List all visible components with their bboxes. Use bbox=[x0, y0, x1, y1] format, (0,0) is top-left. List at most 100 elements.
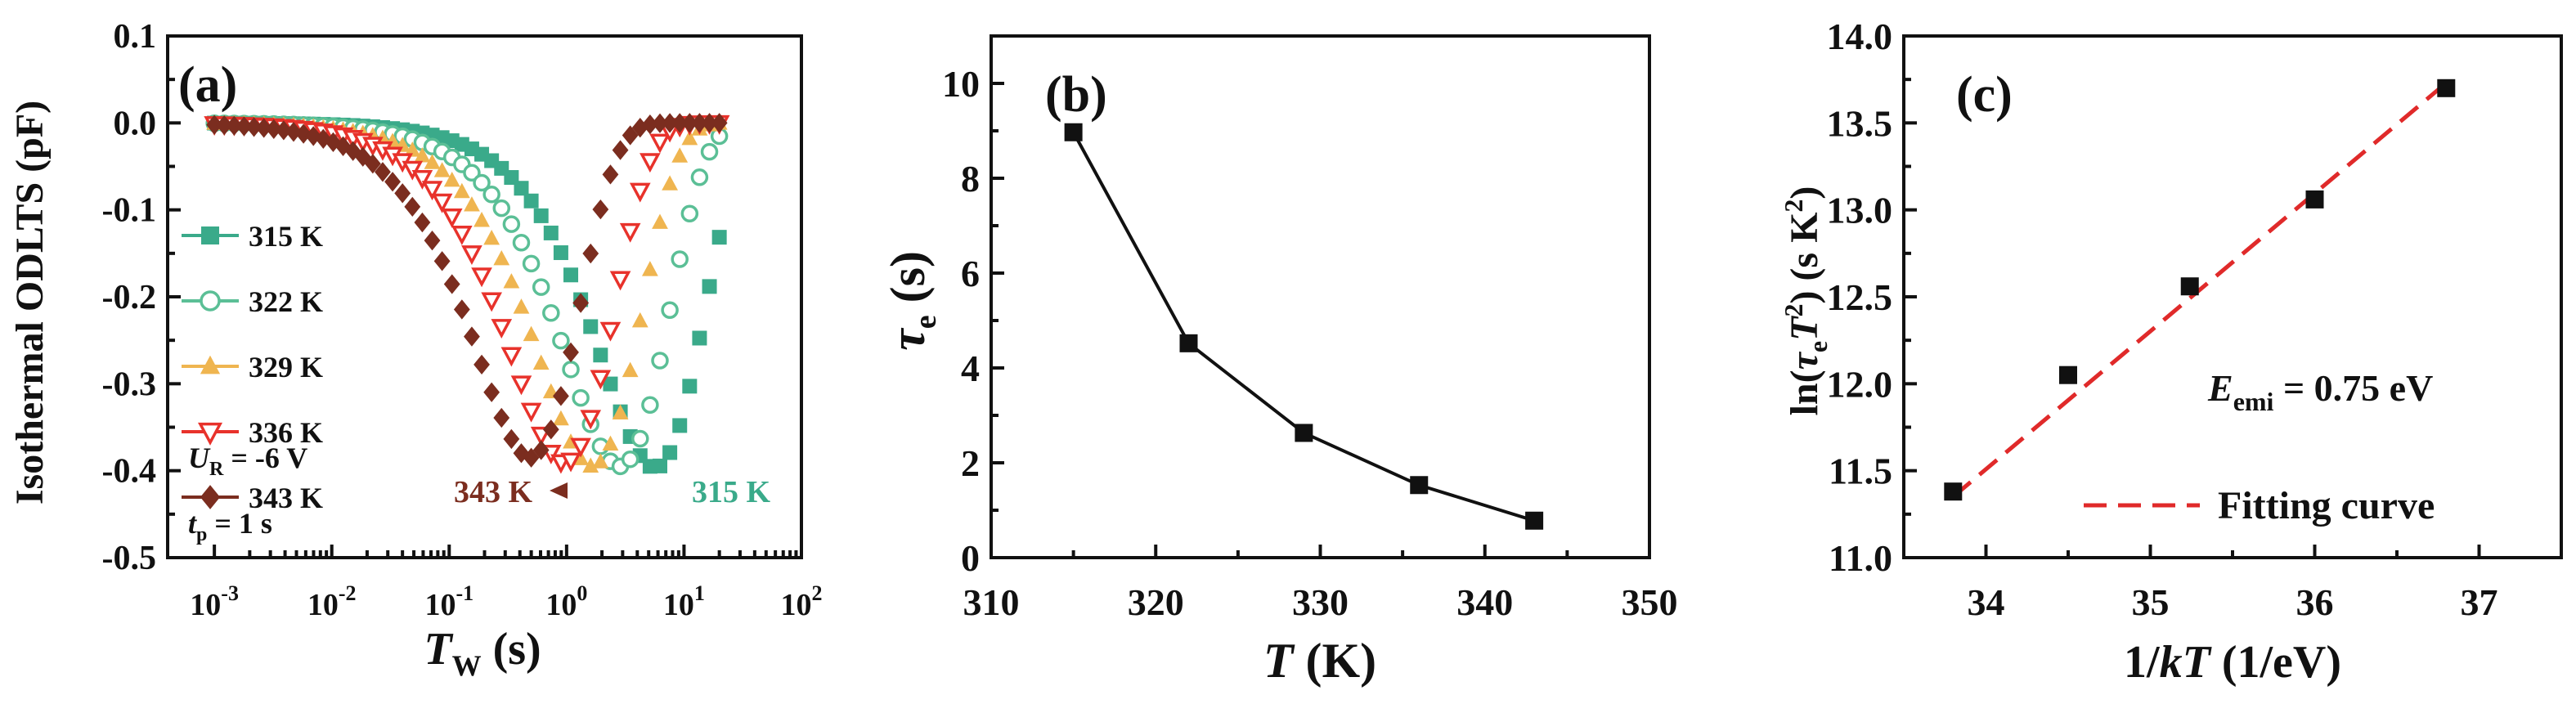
panel-b-point bbox=[1179, 334, 1198, 352]
panel-a-point bbox=[453, 182, 470, 199]
panel-b-ylabel: τe (s) bbox=[881, 251, 943, 351]
panel-a-point bbox=[404, 141, 421, 157]
panel-a-ytick-label: 0.0 bbox=[114, 105, 157, 142]
panel-a-point bbox=[473, 354, 490, 375]
panel-a-point bbox=[641, 396, 659, 415]
panel-a-legend-label: 322 K bbox=[249, 285, 323, 318]
panel-a-point bbox=[612, 404, 629, 420]
panel-c-xtick-label: 35 bbox=[2132, 581, 2170, 623]
panel-a-point bbox=[502, 215, 521, 233]
panel-a-point bbox=[443, 171, 460, 187]
panel-a-legend-marker bbox=[200, 290, 221, 312]
panel-a-ylabel: Isothermal ODLTS (pF) bbox=[8, 101, 52, 504]
panel-a-point bbox=[553, 245, 568, 261]
panel-a-point bbox=[602, 435, 619, 451]
panel-a-xtick-label: 10-1 bbox=[424, 581, 473, 622]
panel-a-ticks bbox=[168, 34, 803, 559]
panel-a-point bbox=[672, 418, 688, 433]
panel-a-point bbox=[580, 410, 602, 430]
panel-c-xlabel: 1/kT (1/eV) bbox=[2124, 637, 2341, 688]
panel-a-point bbox=[593, 348, 608, 363]
panel-a-xtick-base: 10 bbox=[663, 588, 694, 622]
panel-a-xlabel-unit: (s) bbox=[482, 624, 541, 675]
panel-b-xtick-label: 320 bbox=[1128, 581, 1184, 623]
panel-b-point bbox=[1295, 424, 1313, 442]
panel-a-point bbox=[599, 321, 622, 342]
panel-a-pulse-annotation: tp = 1 s bbox=[188, 507, 272, 545]
panel-a-series-group bbox=[204, 113, 730, 476]
panel-c-ylabel-tau: τ bbox=[1783, 351, 1826, 370]
panel-c-point bbox=[2059, 365, 2077, 384]
panel-a-point bbox=[414, 147, 431, 163]
panel-a-ytick-label: -0.1 bbox=[102, 192, 157, 230]
panel-a-point bbox=[245, 117, 263, 137]
panel-a-point bbox=[603, 376, 618, 392]
panel-a-point bbox=[295, 123, 312, 144]
panel-a-point bbox=[662, 175, 679, 191]
panel-b-label: (b) bbox=[1045, 67, 1107, 123]
panel-c-point bbox=[2305, 190, 2324, 209]
panel-a-point bbox=[592, 199, 609, 220]
panel-b-ytick-label: 4 bbox=[961, 348, 980, 389]
panel-c-energy-main: E bbox=[2207, 367, 2233, 409]
panel-b-tick-labels: 310 320 330 340 350 0 2 4 6 8 10 bbox=[942, 63, 1678, 623]
panel-a-point bbox=[523, 193, 539, 209]
panel-a-point bbox=[493, 249, 510, 266]
panel-c-ylabel-tau-sub: e bbox=[1803, 341, 1833, 352]
panel-c-ylabel-end: ) bbox=[1783, 186, 1826, 200]
panel-a-point bbox=[612, 140, 629, 160]
panel-a-xtick-exp: -1 bbox=[456, 581, 473, 605]
panel-b-ytick-label: 6 bbox=[961, 253, 980, 294]
panel-a-legend-marker bbox=[201, 226, 219, 244]
panel-a-point bbox=[411, 169, 433, 190]
panel-a-point bbox=[543, 225, 559, 240]
panel-c-ylabel-mid: ) (s K bbox=[1783, 213, 1826, 304]
panel-b-ytick-label: 2 bbox=[961, 442, 980, 484]
panel-a-pulse-sub: p bbox=[196, 524, 207, 545]
panel-b-ytick-label: 8 bbox=[961, 158, 980, 200]
panel-a-point bbox=[652, 213, 668, 229]
panel-a-legend-marker bbox=[197, 422, 223, 446]
panel-c-xtick-label: 36 bbox=[2296, 581, 2334, 623]
panel-a-point bbox=[453, 299, 470, 320]
panel-c-ticks bbox=[1902, 34, 2481, 559]
panel-a-point bbox=[532, 440, 550, 460]
panel-a-point bbox=[532, 278, 550, 296]
panel-a-point bbox=[433, 251, 451, 271]
panel-a-point bbox=[384, 172, 401, 192]
panel-c-point bbox=[2180, 277, 2199, 296]
panel-a-tick-labels: 10-3 10-2 10-1 100 101 102-0.5-0.4-0.3-0.2-0.… bbox=[102, 18, 823, 622]
panel-a-point bbox=[424, 231, 441, 251]
panel-a-point bbox=[592, 453, 609, 469]
panel-a-point bbox=[641, 114, 658, 135]
panel-a-point bbox=[553, 386, 569, 406]
panel-a-point bbox=[414, 212, 431, 233]
panel-a-xlabel-sub: W bbox=[452, 649, 482, 682]
panel-a-xtick-exp: -2 bbox=[339, 581, 357, 605]
panel-a-point bbox=[700, 142, 719, 161]
panel-a-xtick-label: 102 bbox=[781, 581, 823, 622]
panel-a-point bbox=[602, 164, 619, 185]
panel-a-point bbox=[542, 419, 559, 440]
panel-a-point bbox=[570, 437, 591, 458]
panel-b-xlabel: T (K) bbox=[1263, 634, 1376, 688]
panel-a-bias-main: U bbox=[188, 442, 211, 474]
panel-a-point bbox=[651, 352, 669, 370]
panel-a-point bbox=[681, 113, 698, 133]
panel-c-ylabel-T-sup: 2 bbox=[1779, 304, 1808, 317]
panel-a-bias-annotation: UR = -6 V bbox=[188, 442, 307, 480]
panel-a-point bbox=[622, 361, 639, 378]
panel-a-point bbox=[206, 114, 223, 135]
panel-a-point bbox=[662, 445, 678, 460]
panel-a-point bbox=[553, 410, 569, 426]
panel-a-point bbox=[582, 457, 599, 473]
panel-c-ytick-label: 11.5 bbox=[1829, 451, 1892, 492]
panel-a-point bbox=[572, 293, 590, 313]
panel-a-point bbox=[441, 208, 463, 228]
panel-c: 34 35 36 37 11.0 11.5 12.0 12.5 13.0 13.5 14.0 (c)… bbox=[1779, 16, 2563, 688]
panel-a-point bbox=[216, 115, 233, 136]
panel-a-point bbox=[662, 113, 679, 133]
panel-a-point bbox=[275, 120, 292, 141]
panel-b-ytick-label: 10 bbox=[942, 63, 980, 105]
